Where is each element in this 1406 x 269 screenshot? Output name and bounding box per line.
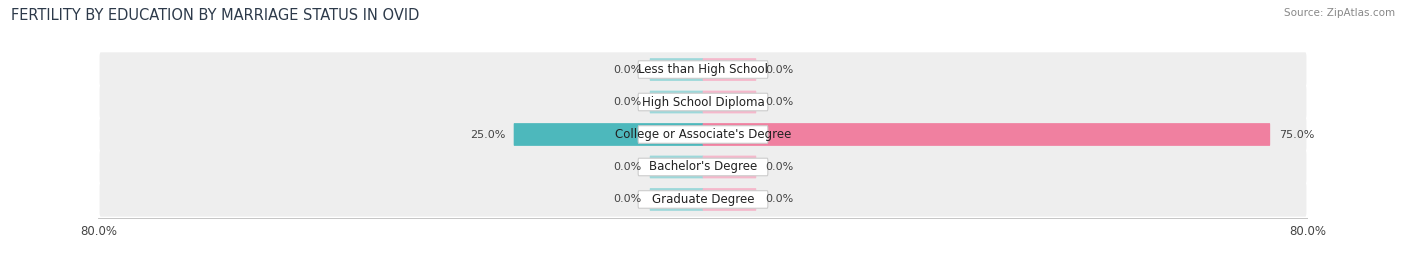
FancyBboxPatch shape bbox=[650, 58, 703, 81]
FancyBboxPatch shape bbox=[650, 155, 703, 178]
Text: Source: ZipAtlas.com: Source: ZipAtlas.com bbox=[1284, 8, 1395, 18]
Text: FERTILITY BY EDUCATION BY MARRIAGE STATUS IN OVID: FERTILITY BY EDUCATION BY MARRIAGE STATU… bbox=[11, 8, 419, 23]
FancyBboxPatch shape bbox=[650, 91, 703, 114]
FancyBboxPatch shape bbox=[513, 123, 703, 146]
Text: Bachelor's Degree: Bachelor's Degree bbox=[650, 161, 756, 174]
Text: Less than High School: Less than High School bbox=[638, 63, 768, 76]
FancyBboxPatch shape bbox=[638, 191, 768, 208]
Text: 0.0%: 0.0% bbox=[613, 97, 641, 107]
Text: 75.0%: 75.0% bbox=[1279, 129, 1315, 140]
FancyBboxPatch shape bbox=[638, 158, 768, 176]
Text: Graduate Degree: Graduate Degree bbox=[652, 193, 754, 206]
FancyBboxPatch shape bbox=[638, 126, 768, 143]
FancyBboxPatch shape bbox=[703, 123, 1270, 146]
FancyBboxPatch shape bbox=[100, 117, 1306, 152]
Text: 0.0%: 0.0% bbox=[613, 162, 641, 172]
FancyBboxPatch shape bbox=[638, 93, 768, 111]
FancyBboxPatch shape bbox=[703, 91, 756, 114]
FancyBboxPatch shape bbox=[703, 155, 756, 178]
FancyBboxPatch shape bbox=[638, 61, 768, 78]
Text: 25.0%: 25.0% bbox=[470, 129, 505, 140]
Text: High School Diploma: High School Diploma bbox=[641, 95, 765, 108]
Text: College or Associate's Degree: College or Associate's Degree bbox=[614, 128, 792, 141]
Text: 0.0%: 0.0% bbox=[613, 65, 641, 75]
Text: 0.0%: 0.0% bbox=[765, 65, 793, 75]
FancyBboxPatch shape bbox=[650, 188, 703, 211]
Text: 0.0%: 0.0% bbox=[613, 194, 641, 204]
FancyBboxPatch shape bbox=[100, 85, 1306, 119]
FancyBboxPatch shape bbox=[100, 182, 1306, 217]
Text: 0.0%: 0.0% bbox=[765, 162, 793, 172]
Text: 0.0%: 0.0% bbox=[765, 194, 793, 204]
FancyBboxPatch shape bbox=[100, 150, 1306, 184]
FancyBboxPatch shape bbox=[703, 188, 756, 211]
FancyBboxPatch shape bbox=[100, 52, 1306, 87]
FancyBboxPatch shape bbox=[703, 58, 756, 81]
Text: 0.0%: 0.0% bbox=[765, 97, 793, 107]
